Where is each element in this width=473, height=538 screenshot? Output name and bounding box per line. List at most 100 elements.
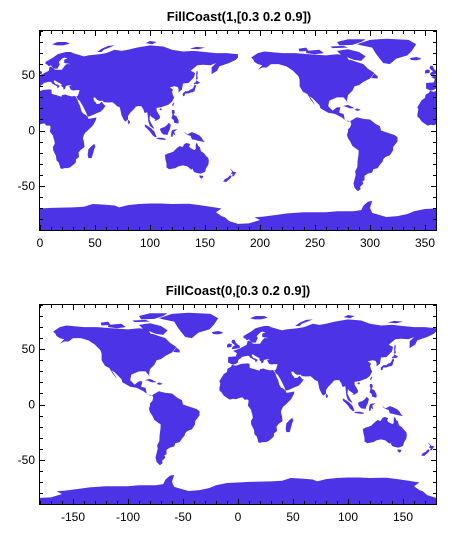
landmass-new-guinea [184, 131, 205, 143]
landmass-greenland [356, 38, 417, 65]
landmass-sri-lanka [325, 393, 328, 398]
y-tick-labels: 50 0 -50 [18, 342, 36, 467]
landmass-africa [219, 363, 295, 443]
landmass-scandinavia-north [45, 52, 73, 67]
landmass-antarctica [40, 474, 436, 504]
axis-ticks [40, 305, 437, 505]
landmass-iceland [211, 330, 223, 335]
landmass-sakhalin [195, 70, 198, 80]
landmass-cuba [144, 378, 157, 383]
landmass-arabian-peninsula-gap-filler [78, 95, 95, 103]
x-tick-label: 0 [37, 236, 44, 250]
x-tick-label: 150 [195, 236, 215, 250]
landmass-hispaniola [156, 382, 163, 385]
landmass-iceland [409, 56, 421, 61]
landmass-north-america [251, 51, 375, 122]
landmass-svalbard [448, 42, 466, 45]
x-tick-label: -50 [174, 510, 192, 524]
landmass-novaya-zemlya [295, 319, 313, 327]
landmass-new-zealand-north [427, 442, 435, 451]
landmass-madagascar [285, 417, 294, 433]
landmass-japan [380, 358, 395, 371]
landmass-taiwan [172, 102, 175, 107]
landmass-south-america [148, 391, 200, 466]
landmass-tasmania [397, 449, 402, 453]
landmass-newfoundland [173, 347, 180, 353]
x-tick-labels: -150 -100 -50 0 50 100 150 [61, 510, 413, 524]
landmass-great-britain [231, 339, 240, 350]
landmass-madagascar [87, 143, 96, 159]
landmass-hainan [357, 382, 361, 385]
landmass-banks-island [100, 321, 111, 326]
axis-ticks [40, 31, 437, 231]
landmass-java [354, 411, 364, 414]
x-tick-label: 50 [88, 236, 102, 250]
landmass-banks-island [298, 47, 309, 52]
landmass-severnaya-zemlya [145, 40, 157, 45]
landmass-antarctica [238, 200, 436, 230]
landmass-arabian-peninsula-gap-filler [276, 369, 293, 377]
map-panel-pacific-centered: FillCoast(1,[0.3 0.2 0.9]) 0 50 100 150 200 2… [0, 9, 470, 250]
landmass-new-siberian-islands [189, 46, 205, 50]
landmass-sulawesi [170, 129, 178, 137]
landmass-hispaniola [354, 108, 361, 111]
x-tick-label: 150 [393, 510, 413, 524]
x-tick-label: 200 [250, 236, 270, 250]
landmass-hainan [159, 108, 163, 111]
landmass-svalbard [52, 42, 70, 46]
landmass-australia [362, 416, 407, 448]
landmass-great-britain [40, 70, 42, 75]
landmass-africa [417, 90, 436, 126]
landmass-borneo [159, 122, 171, 135]
landmass-sakhalin [393, 344, 396, 354]
land-layer [0, 38, 470, 230]
landmass-baffin-island [337, 49, 366, 61]
landmass-sulawesi [368, 403, 376, 411]
landmass-sumatra [144, 124, 157, 138]
x-tick-label: 300 [360, 236, 380, 250]
landmass-australia [164, 142, 209, 174]
landmass-greenland [0, 39, 20, 64]
landmass-hokkaido [194, 80, 201, 85]
axes-frame [39, 30, 437, 231]
landmass-taiwan [370, 376, 373, 381]
landmass-hokkaido [392, 354, 399, 359]
x-tick-label: -150 [61, 510, 85, 524]
landmass-iceland [14, 57, 25, 60]
y-tick-label: 0 [28, 398, 35, 412]
landmass-newfoundland [371, 73, 378, 79]
y-tick-label: 0 [28, 124, 35, 138]
x-tick-labels: 0 50 100 150 200 250 300 350 [37, 236, 436, 250]
x-tick-label: 0 [235, 510, 242, 524]
landmass-ellesmere-island [337, 39, 366, 46]
landmass-sumatra [342, 398, 355, 412]
landmass-scandinavia-north [442, 52, 470, 66]
landmass-victoria-island [108, 323, 126, 329]
y-tick-label: -50 [18, 179, 36, 193]
x-tick-label: 50 [286, 510, 300, 524]
landmass-ireland [425, 69, 430, 74]
x-tick-label: 100 [338, 510, 358, 524]
landmass-north-america [53, 325, 177, 396]
landmass-cuba [342, 104, 355, 109]
y-tick-label: -50 [18, 453, 36, 467]
map-panel-atlantic-centered: FillCoast(0,[0.3 0.2 0.9]) -150 -100 -50 0 5… [18, 283, 437, 524]
x-tick-label: 350 [415, 236, 435, 250]
y-tick-label: 50 [22, 342, 36, 356]
landmass-new-zealand-south [223, 175, 232, 182]
landmass-new-siberian-islands [387, 320, 403, 324]
landmass-svalbard [250, 316, 268, 320]
land-layer [40, 312, 436, 504]
landmass-eurasia [228, 319, 436, 404]
landmass-eurasia [40, 45, 238, 130]
landmass-south-america [346, 117, 398, 192]
landmass-new-zealand-south [421, 449, 430, 456]
landmass-philippines [171, 110, 179, 124]
x-tick-label: 100 [140, 236, 160, 250]
axes-frame [39, 304, 437, 505]
panel-title: FillCoast(1,[0.3 0.2 0.9]) [167, 9, 312, 24]
landmass-novaya-zemlya [97, 45, 115, 53]
landmass-antarctica [40, 203, 238, 230]
landmass-ireland [227, 343, 232, 348]
y-tick-label: 50 [22, 68, 36, 82]
